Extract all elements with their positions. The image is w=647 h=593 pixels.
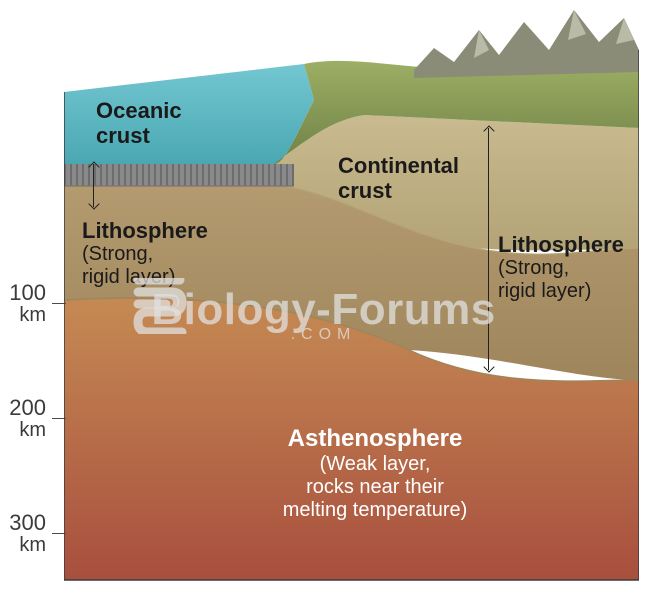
watermark-logo-icon xyxy=(128,278,192,334)
label-title: Lithosphere xyxy=(82,218,208,243)
tick-unit: km xyxy=(0,534,46,557)
label-lithosphere-right: Lithosphere (Strong, rigid layer) xyxy=(498,232,624,303)
tick-value: 100 xyxy=(0,280,46,306)
depth-tick: 200km xyxy=(0,395,74,442)
label-title: Continental xyxy=(338,153,459,178)
label-continental-crust: Continental crust xyxy=(338,153,459,204)
tick-value: 300 xyxy=(0,510,46,536)
depth-tick: 300km xyxy=(0,510,74,557)
tick-mark xyxy=(52,533,66,534)
depth-arrow-oceanic xyxy=(93,164,94,207)
label-title: Asthenosphere xyxy=(260,425,490,453)
label-title: Oceanic xyxy=(96,98,182,123)
tick-mark xyxy=(52,418,66,419)
label-sub: (Strong, xyxy=(498,257,624,280)
label-sub: (Strong, xyxy=(82,243,208,266)
label-sub: (Weak layer, xyxy=(260,453,490,476)
tick-unit: km xyxy=(0,304,46,327)
label-asthenosphere: Asthenosphere (Weak layer, rocks near th… xyxy=(260,425,490,522)
label-sub: melting temperature) xyxy=(260,499,490,522)
label-sub: crust xyxy=(96,123,182,148)
mountain-ridge xyxy=(414,10,639,78)
tick-mark xyxy=(52,303,66,304)
label-oceanic-crust: Oceanic crust xyxy=(96,98,182,149)
depth-arrow-continental xyxy=(488,128,489,370)
depth-tick: 100km xyxy=(0,280,74,327)
tick-unit: km xyxy=(0,419,46,442)
label-sub: rocks near their xyxy=(260,476,490,499)
label-sub: rigid layer) xyxy=(498,280,624,303)
earth-layers-diagram: 100km200km300km Oceanic crust Continenta… xyxy=(0,0,647,593)
label-title: Lithosphere xyxy=(498,232,624,257)
label-sub: crust xyxy=(338,178,459,203)
tick-value: 200 xyxy=(0,395,46,421)
